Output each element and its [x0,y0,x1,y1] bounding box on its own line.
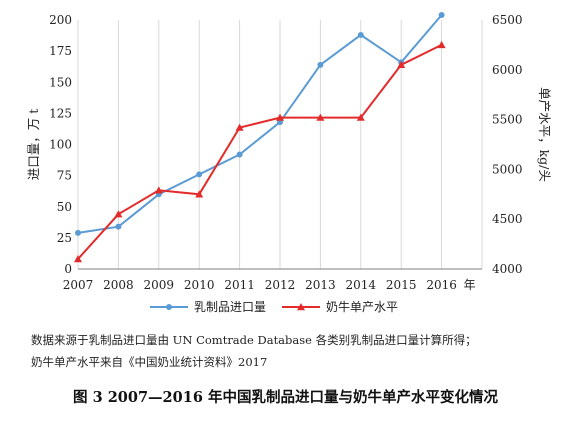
x-axis-unit: 年 [464,278,476,292]
series-point-2 [195,190,204,198]
x-tick-label: 2007 [63,278,94,292]
right-y-tick-label: 4500 [492,212,523,226]
right-y-tick-labels: 4000 4500 5000 5500 6000 6500 [492,13,523,276]
right-y-tick-label: 6000 [492,63,523,77]
series-point-2 [397,60,406,69]
series-point-1 [115,223,122,230]
series-point-2 [74,255,82,263]
data-source-note-2: 奶牛单产水平来自《中国奶业统计资料》2017 [31,355,268,369]
left-y-tick-label: 50 [57,200,72,214]
x-tick-label: 2008 [103,278,134,292]
dual-axis-line-chart: 2007 2008 2009 2010 2011 2012 2013 2014 2015 2016… [26,12,552,314]
series-point-2 [316,113,325,121]
series-point-2 [154,186,163,194]
left-y-tick-label: 100 [49,138,72,152]
series-point-1 [75,229,81,236]
right-y-tick-label: 4000 [492,262,523,276]
series-point-1 [236,151,243,158]
left-y-tick-label: 175 [49,44,72,58]
legend-label: 奶牛单产水平 [326,299,398,314]
left-y-axis-label: 进口量，万 t [26,109,41,181]
left-y-tick-labels: 0 25 50 75 100 125 150 175 200 [49,13,72,276]
figure-caption: 图 3 2007—2016 年中国乳制品进口量与奶牛单产水平变化情况 [73,389,498,406]
legend-swatch-marker [166,304,172,310]
series-point-1 [357,31,364,38]
vertical-gridlines [77,20,483,269]
legend-swatch-marker [297,303,305,311]
series-point-1 [438,12,445,19]
left-y-tick-label: 150 [49,75,72,89]
right-y-tick-label: 6500 [492,13,523,27]
series-point-2 [356,113,365,121]
series-layer [74,12,446,263]
series-point-1 [196,171,203,178]
left-y-tick-label: 0 [64,262,72,276]
x-tick-label: 2011 [224,278,255,292]
data-source-note-1: 数据来源于乳制品进口量由 UN Comtrade Database 各类别乳制品… [31,333,477,347]
left-y-tick-label: 125 [49,106,72,120]
x-tick-label: 2012 [265,278,296,292]
series-line-1 [77,14,443,234]
series-point-2 [114,210,123,218]
series-point-2 [235,123,244,131]
series-point-2 [276,113,284,121]
left-y-tick-label: 25 [57,231,72,245]
x-tick-label: 2009 [144,278,175,292]
series-point-1 [317,61,324,68]
left-y-tick-label: 200 [49,13,72,27]
left-y-tick-label: 75 [57,169,72,183]
x-tick-label: 2016 [426,278,457,292]
x-tick-label: 2010 [184,278,215,292]
series-point-2 [437,40,446,49]
legend-label: 乳制品进口量 [194,300,266,314]
series-line-2 [77,44,443,260]
right-y-tick-label: 5500 [492,113,523,127]
right-y-axis-label: 单产水平，kg/头 [537,87,552,182]
x-tick-label: 2014 [346,278,377,292]
right-y-tick-label: 5000 [492,162,523,176]
x-tick-label: 2013 [305,278,336,292]
legend: 乳制品进口量 奶牛单产水平 [150,299,398,314]
x-tick-label: 2015 [386,278,417,292]
x-tick-labels: 2007 2008 2009 2010 2011 2012 2013 2014 2015 2016 [63,278,457,292]
